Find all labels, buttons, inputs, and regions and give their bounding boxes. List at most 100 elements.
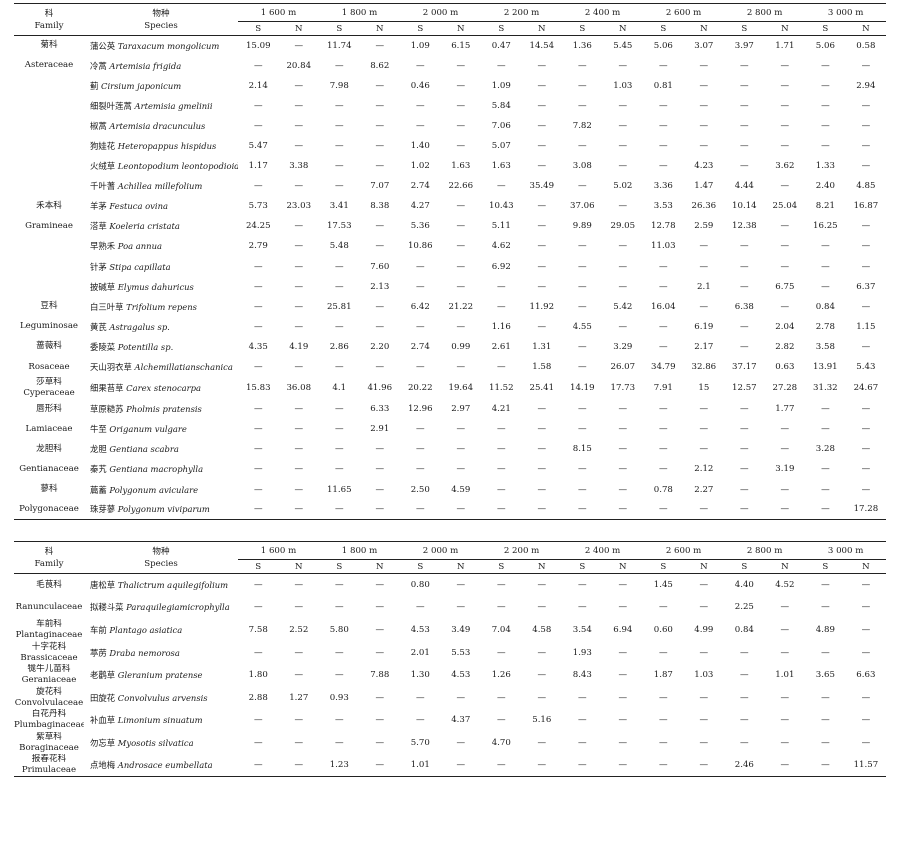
species-name-zh: 龙胆 [90, 444, 107, 455]
value-cell: 5.73 [248, 201, 268, 212]
value-cell: 1.63 [451, 161, 471, 172]
family-name-primary: 唇形科 [36, 403, 62, 414]
aspect-header-south: S [562, 21, 603, 36]
aspect-header-north: N [845, 21, 887, 36]
value-cell: — [375, 484, 385, 495]
species-cell: 披碱草 Elymus dahuricus [84, 277, 238, 297]
species-name-zh: 细果苔草 [90, 383, 124, 394]
value-cell: — [578, 715, 587, 726]
value-cell: — [375, 40, 385, 51]
value-cell: — [861, 624, 871, 635]
value-cell: — [659, 281, 668, 292]
family-name-primary: 毛茛科 [36, 579, 62, 590]
family-cell: Gentianaceae [14, 459, 84, 479]
value-cell: — [861, 221, 871, 232]
value-cell: — [375, 141, 385, 152]
value-cell: — [294, 321, 304, 332]
value-cell: — [578, 602, 587, 613]
value-cell: — [319, 499, 360, 521]
value-cell: — [253, 261, 263, 272]
aspect-header-north: N [683, 559, 725, 574]
species-name-zh: 天山羽衣草 [90, 362, 132, 373]
elevation-header: 2 200 m [481, 3, 563, 22]
family-name-primary: 牻牛儿苗科 [27, 664, 71, 675]
value-cell: — [821, 692, 830, 703]
species-cell: 细果苔草 Carex stenocarpa [84, 377, 238, 399]
table-row: 蓟 Cirsium japonicum 2.14 — 7.98 — 0.46 — 1.09 — —… [14, 76, 886, 96]
value-cell: 21.22 [448, 301, 474, 312]
value-cell: 1.93 [572, 647, 592, 658]
value-cell: — [294, 221, 304, 232]
value-cell: — [253, 580, 263, 591]
value-cell: 0.84 [734, 624, 754, 635]
value-cell: 4.85 [856, 181, 876, 192]
value-cell: — [861, 692, 871, 703]
species-name-zh: 萹蓄 [90, 484, 107, 495]
family-name-primary: 报春花科 [31, 754, 67, 765]
species-cell: 羊茅 Festuca ovina [84, 196, 238, 216]
table-row: Lamiaceae 牛至 Origanum vulgare — — — 2.91 — — — — —… [14, 419, 886, 439]
value-cell: 2.14 [248, 80, 268, 91]
value-cell: 3.54 [572, 624, 592, 635]
value-cell: — [253, 647, 263, 658]
value-cell: 3.53 [653, 201, 673, 212]
value-cell: 9.89 [572, 221, 592, 232]
value-cell: — [861, 301, 871, 312]
value-cell: — [780, 424, 790, 435]
species-name-latin: Leontopodium leontopodioides [117, 161, 238, 172]
value-cell: — [861, 161, 871, 172]
value-cell: — [821, 80, 830, 91]
aspect-header-south: S [481, 559, 522, 574]
aspect-header-north: N [521, 21, 563, 36]
value-cell: — [780, 444, 790, 455]
value-cell: 5.42 [613, 301, 633, 312]
value-cell: 4.70 [491, 737, 511, 748]
value-cell: — [861, 715, 871, 726]
value-cell: — [294, 281, 304, 292]
species-cell: 冷蒿 Artemisia frigida [84, 56, 238, 76]
table-row: Rosaceae 天山羽衣草 Alchemillatianschanica — — — —… [14, 357, 886, 377]
value-cell: — [334, 404, 344, 415]
value-cell: — [861, 647, 871, 658]
value-cell: 2.12 [694, 464, 714, 475]
value-cell: — [456, 362, 466, 373]
value-cell: 1.01 [775, 670, 795, 681]
species-name-zh: 溚草 [90, 221, 107, 232]
value-cell: — [740, 80, 749, 91]
value-cell: 1.33 [815, 161, 835, 172]
value-cell: — [537, 404, 547, 415]
value-cell: — [375, 692, 385, 703]
species-name-latin: Potentilla sp. [117, 341, 174, 352]
value-cell: 2.91 [370, 424, 390, 435]
family-cell: Polygonaceae [14, 499, 84, 521]
value-cell: — [481, 754, 522, 778]
table-row: 唇形科 草原糙苏 Pholmis pratensis — — — 6.33 12.96 2.9… [14, 399, 886, 419]
value-cell: 4.1 [332, 383, 347, 394]
value-cell: 32.86 [691, 362, 717, 373]
value-cell: — [415, 261, 425, 272]
value-cell: — [456, 281, 466, 292]
value-cell: — [699, 444, 709, 455]
value-cell: — [456, 141, 466, 152]
value-cell: 4.27 [410, 201, 430, 212]
value-cell: 0.47 [491, 40, 511, 51]
value-cell: — [456, 737, 466, 748]
value-cell: — [456, 321, 466, 332]
value-cell: — [497, 464, 506, 475]
value-cell: 19.64 [448, 383, 474, 394]
value-cell: — [683, 754, 725, 778]
value-cell: — [740, 464, 749, 475]
value-cell: 2.61 [491, 341, 511, 352]
value-cell: — [578, 404, 587, 415]
value-cell: — [497, 281, 506, 292]
value-cell: — [294, 120, 304, 131]
value-cell: — [764, 754, 806, 778]
species-name-latin: Astragalus sp. [109, 321, 170, 332]
value-cell: — [821, 141, 830, 152]
family-cell: 龙胆科 [14, 439, 84, 459]
value-cell: 3.29 [613, 341, 633, 352]
value-cell: 14.19 [570, 383, 595, 394]
aspect-header-south: S [238, 559, 279, 574]
value-cell: 0.99 [451, 341, 471, 352]
value-cell: — [740, 321, 749, 332]
